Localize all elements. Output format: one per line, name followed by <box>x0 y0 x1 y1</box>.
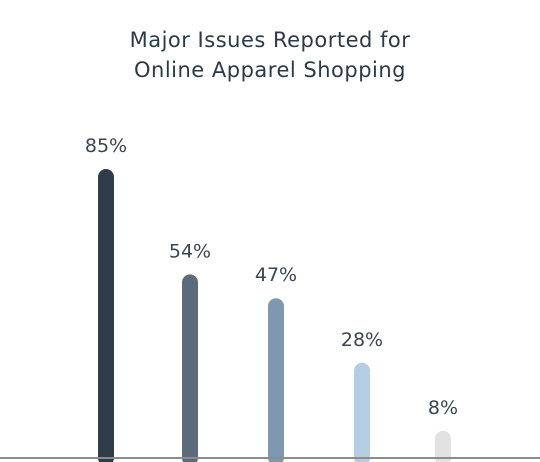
bar-5 <box>435 430 451 462</box>
bar-2 <box>182 274 198 462</box>
bar-4 <box>354 362 370 462</box>
value-label-5: 8% <box>428 397 458 419</box>
value-label-2: 54% <box>169 240 211 262</box>
value-label-1: 85% <box>85 135 127 157</box>
bar-3 <box>268 298 284 462</box>
chart-title-line-2: Online Apparel Shopping <box>133 58 407 82</box>
bar-1 <box>98 169 114 462</box>
value-label-3: 47% <box>255 264 297 286</box>
bars-group <box>98 169 451 462</box>
value-label-4: 28% <box>341 329 383 351</box>
value-labels-group: 85% 54% 47% 28% 8% <box>85 135 458 419</box>
chart-title-line-1: Major Issues Reported for <box>129 28 411 52</box>
